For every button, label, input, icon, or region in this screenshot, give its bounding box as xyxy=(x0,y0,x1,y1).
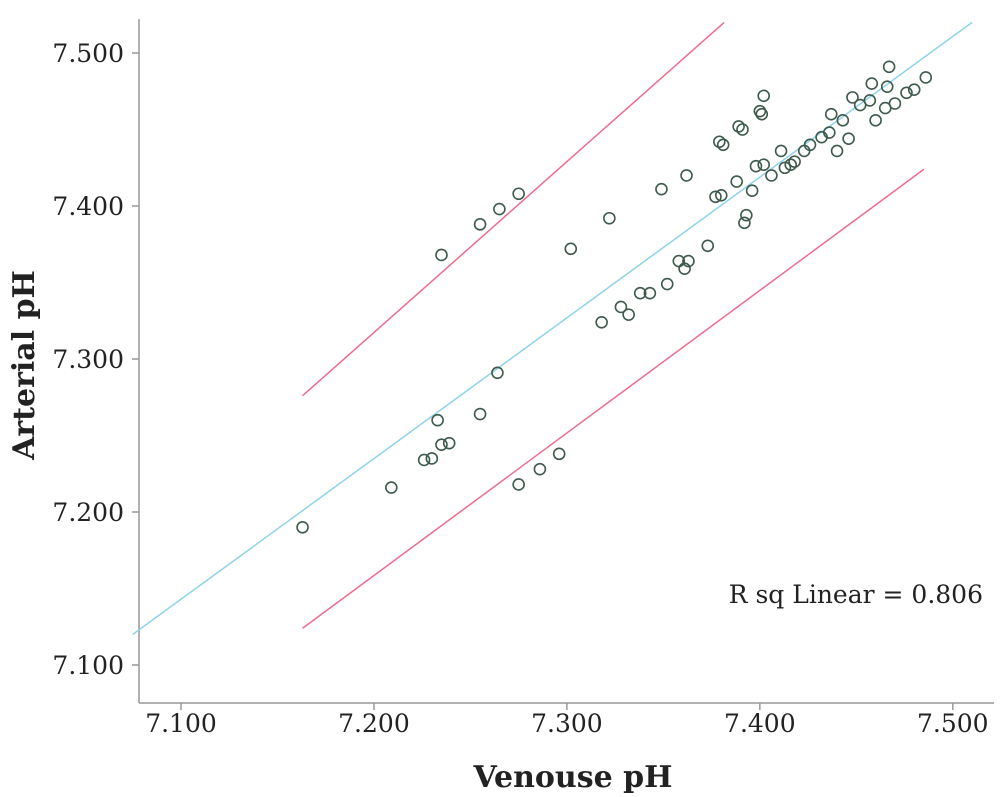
x-tick-label: 7.500 xyxy=(917,709,989,738)
y-axis-title: Arterial pH xyxy=(7,270,42,461)
y-tick-label: 7.400 xyxy=(52,192,124,221)
data-point xyxy=(823,126,836,139)
data-point xyxy=(907,83,921,97)
data-point xyxy=(431,413,444,427)
data-point xyxy=(842,132,855,145)
r-squared-annotation: R sq Linear = 0.806 xyxy=(729,580,983,609)
data-point xyxy=(296,520,309,534)
data-point xyxy=(682,254,695,268)
data-point xyxy=(863,94,877,107)
reference-lines xyxy=(132,21,973,636)
data-point xyxy=(491,366,504,380)
x-axis-title: Venouse pH xyxy=(473,760,673,795)
data-point xyxy=(425,452,439,465)
data-point xyxy=(865,77,879,90)
data-point xyxy=(755,107,769,121)
data-points xyxy=(296,60,933,534)
data-point xyxy=(716,138,730,152)
data-point xyxy=(784,158,798,171)
data-point xyxy=(435,438,448,451)
data-point xyxy=(552,447,566,461)
data-point xyxy=(738,216,751,230)
data-point xyxy=(701,239,715,253)
data-point xyxy=(888,97,902,110)
data-point xyxy=(869,114,882,127)
data-point xyxy=(765,169,778,182)
data-point xyxy=(614,300,628,314)
data-point xyxy=(919,71,933,84)
data-point xyxy=(564,242,578,256)
data-point xyxy=(740,208,753,222)
data-point xyxy=(745,184,759,197)
data-point xyxy=(880,80,894,93)
data-point xyxy=(736,123,749,136)
data-point xyxy=(385,481,398,494)
data-point xyxy=(595,315,608,329)
y-tick-label: 7.200 xyxy=(52,498,124,527)
data-point xyxy=(749,159,763,173)
data-point xyxy=(757,89,771,103)
data-point xyxy=(633,286,647,300)
data-point xyxy=(643,286,657,300)
data-point xyxy=(788,155,801,168)
ticks xyxy=(132,52,954,710)
x-tick-label: 7.200 xyxy=(338,709,410,738)
data-point xyxy=(417,453,431,467)
data-point xyxy=(846,91,859,104)
data-point xyxy=(830,144,844,158)
lower-interval-line xyxy=(302,168,925,629)
data-point xyxy=(714,188,728,202)
x-tick-label: 7.100 xyxy=(145,709,217,738)
y-tick-label: 7.500 xyxy=(52,39,124,68)
data-point xyxy=(442,436,456,450)
data-point xyxy=(533,462,547,476)
data-point xyxy=(512,187,525,201)
data-point xyxy=(836,114,850,127)
data-point xyxy=(824,107,838,121)
tick-labels: 7.100 7.200 7.300 7.400 7.500 7.100 7.200 7.300… xyxy=(52,39,988,738)
data-point xyxy=(730,175,743,188)
data-point xyxy=(803,138,817,152)
data-point xyxy=(473,218,487,231)
data-point xyxy=(660,277,674,291)
x-tick-label: 7.300 xyxy=(531,709,603,738)
data-point xyxy=(622,308,635,321)
data-point xyxy=(680,169,693,182)
data-point xyxy=(603,211,616,225)
x-tick-label: 7.400 xyxy=(724,709,796,738)
data-point xyxy=(900,86,913,100)
y-tick-label: 7.300 xyxy=(52,345,124,374)
data-point xyxy=(655,182,668,196)
fit-line xyxy=(132,21,973,636)
y-tick-label: 7.100 xyxy=(52,651,124,680)
data-point xyxy=(732,120,745,133)
data-point xyxy=(493,202,506,216)
data-point xyxy=(713,135,726,149)
data-point xyxy=(435,248,448,262)
data-point xyxy=(882,60,896,74)
upper-interval-line xyxy=(302,21,725,397)
data-point xyxy=(512,478,525,491)
data-point xyxy=(709,190,722,204)
data-point xyxy=(678,262,691,276)
data-point xyxy=(774,144,788,158)
data-point xyxy=(757,158,771,171)
data-point xyxy=(473,407,487,421)
